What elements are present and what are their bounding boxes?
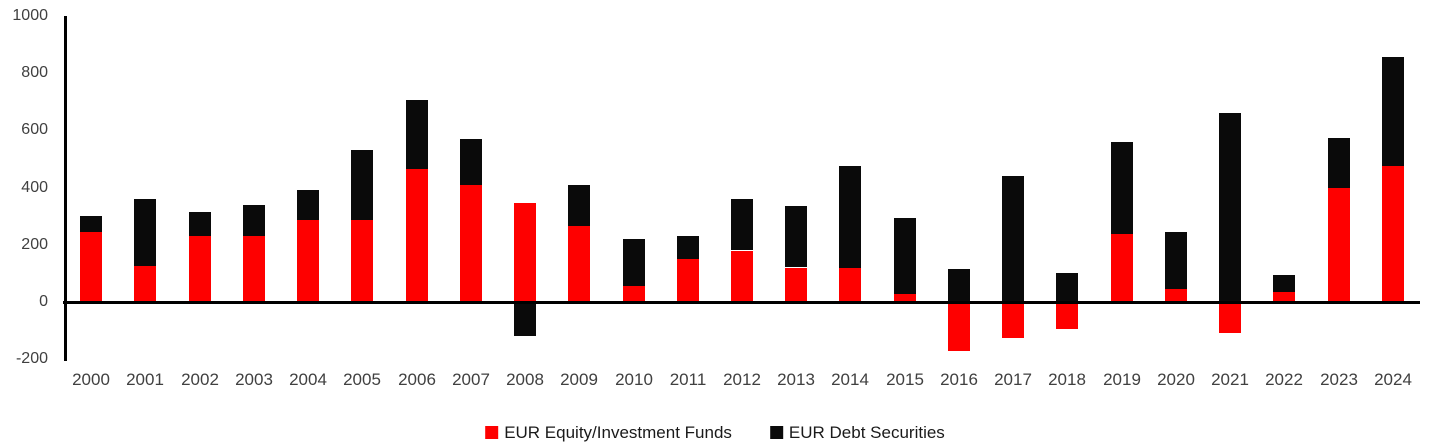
bar-segment: [1273, 292, 1295, 302]
y-tick-label: 400: [21, 179, 48, 196]
x-category-label: 2016: [940, 370, 978, 389]
bar-segment: [785, 268, 807, 302]
x-category-label: 2006: [398, 370, 436, 389]
y-tick-label: -200: [15, 350, 48, 367]
y-tick-label: 800: [21, 64, 48, 81]
y-axis-line: [64, 16, 67, 362]
bar-segment: [839, 166, 861, 268]
legend: EUR Equity/Investment Funds EUR Debt Sec…: [485, 424, 945, 441]
bar-segment: [189, 212, 211, 236]
bar-segment: [948, 302, 970, 351]
bar-segment: [1382, 166, 1404, 302]
y-tick-label: 600: [21, 121, 48, 138]
x-category-label: 2023: [1320, 370, 1358, 389]
y-tick-label: 1000: [12, 7, 48, 24]
bar-segment: [839, 268, 861, 302]
legend-item-debt: EUR Debt Securities: [769, 423, 945, 442]
bar-segment: [1002, 302, 1024, 338]
y-tick-label: 200: [21, 236, 48, 253]
bar-segment: [623, 286, 645, 302]
bar-segment: [460, 185, 482, 302]
bar-segment: [1111, 233, 1133, 302]
bar-segment: [514, 302, 536, 336]
x-axis-zero-line: [63, 301, 1420, 304]
x-category-label: 2014: [831, 370, 869, 389]
bar-segment: [894, 218, 916, 294]
bar-segment: [134, 266, 156, 302]
legend-item-equity: EUR Equity/Investment Funds: [485, 424, 732, 441]
bar-segment: [406, 100, 428, 169]
bar-segment: [1273, 275, 1295, 292]
bar-segment: [1382, 57, 1404, 166]
bar-segment: [1111, 142, 1133, 234]
x-category-label: 2024: [1374, 370, 1412, 389]
x-category-label: 2020: [1157, 370, 1195, 389]
bar-segment: [351, 220, 373, 302]
bar-segment: [460, 139, 482, 185]
bar-segment: [1328, 138, 1350, 188]
bar-segment: [189, 236, 211, 302]
y-tick-label: 0: [39, 293, 48, 310]
x-category-label: 2002: [181, 370, 219, 389]
bar-segment: [1165, 232, 1187, 289]
x-category-label: 2004: [289, 370, 327, 389]
bar-segment: [297, 220, 319, 302]
bar-segment: [80, 232, 102, 302]
debt-legend-swatch-icon: [769, 426, 783, 439]
bar-segment: [1165, 289, 1187, 302]
bar-segment: [1219, 302, 1241, 333]
x-category-label: 2008: [506, 370, 544, 389]
bar-segment: [1002, 176, 1024, 302]
bar-segment: [1056, 302, 1078, 329]
x-category-label: 2019: [1103, 370, 1141, 389]
bar-segment: [677, 259, 699, 302]
bar-segment: [948, 269, 970, 302]
bar-segment: [80, 216, 102, 232]
x-category-label: 2017: [994, 370, 1032, 389]
x-category-label: 2003: [235, 370, 273, 389]
bar-segment: [731, 251, 753, 302]
bar-segment: [568, 185, 590, 226]
x-category-label: 2013: [777, 370, 815, 389]
bar-segment: [243, 205, 265, 236]
bar-segment: [1219, 113, 1241, 302]
x-category-label: 2009: [560, 370, 598, 389]
bar-segment: [134, 199, 156, 266]
x-category-label: 2022: [1265, 370, 1303, 389]
equity-legend-swatch-icon: [485, 426, 499, 439]
bar-segment: [297, 190, 319, 220]
x-category-label: 2018: [1048, 370, 1086, 389]
legend-label-equity: EUR Equity/Investment Funds: [504, 423, 732, 442]
bar-segment: [677, 236, 699, 259]
x-category-label: 2005: [343, 370, 381, 389]
bar-segment: [731, 199, 753, 250]
x-category-label: 2021: [1211, 370, 1249, 389]
bar-segment: [514, 203, 536, 302]
legend-label-debt: EUR Debt Securities: [788, 423, 945, 442]
bar-segment: [1328, 188, 1350, 302]
bar-segment: [1056, 273, 1078, 302]
bar-segment: [785, 206, 807, 267]
bar-segment: [243, 236, 265, 302]
bar-segment: [406, 169, 428, 302]
x-category-label: 2001: [126, 370, 164, 389]
x-category-label: 2000: [72, 370, 110, 389]
x-category-label: 2015: [886, 370, 924, 389]
bar-segment: [894, 293, 916, 302]
bar-segment: [623, 239, 645, 286]
bar-segment: [568, 226, 590, 302]
x-category-label: 2007: [452, 370, 490, 389]
x-category-label: 2010: [615, 370, 653, 389]
x-category-label: 2011: [669, 370, 707, 389]
x-category-label: 2012: [723, 370, 761, 389]
bar-segment: [351, 150, 373, 220]
